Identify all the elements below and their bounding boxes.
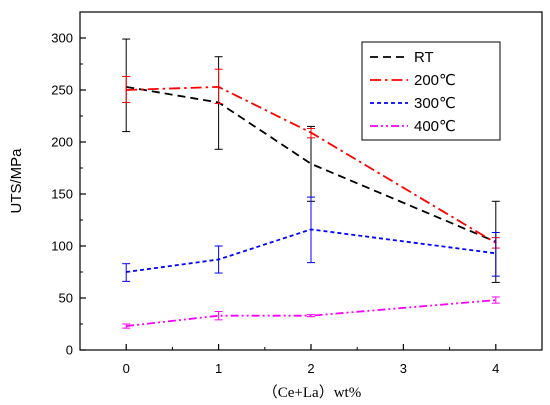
legend-label: 200℃ [414, 72, 456, 89]
legend: RT 200℃ 300℃ 400℃ [361, 41, 501, 141]
legend-label: 400℃ [414, 118, 456, 135]
legend-label: RT [414, 49, 434, 66]
x-tick-label: 2 [307, 361, 314, 376]
series-line [126, 228, 496, 273]
y-tick-label: 250 [51, 83, 73, 98]
x-tick-label: 0 [123, 361, 130, 376]
axes: 0 50 100 150 200 250 300 0 1 2 3 4 [51, 31, 499, 377]
y-tick-label: 50 [59, 291, 73, 306]
x-tick-label: 1 [215, 361, 222, 376]
series-line [126, 85, 497, 244]
series-group-3 [122, 296, 500, 329]
legend-label: 300℃ [414, 95, 456, 112]
x-tick-label: 3 [400, 361, 407, 376]
plot-marks [122, 38, 500, 329]
y-tick-label: 300 [51, 31, 73, 46]
legend-box [361, 41, 501, 141]
y-tick-label: 0 [66, 343, 73, 358]
y-axis-title: UTS/MPa [8, 148, 25, 214]
x-tick-label: 4 [492, 361, 499, 376]
y-tick-label: 150 [51, 187, 73, 202]
series-group-2 [122, 196, 500, 282]
series-line [126, 299, 496, 327]
y-tick-label: 200 [51, 135, 73, 150]
series-group-1 [122, 68, 500, 249]
series-line [126, 86, 497, 243]
x-axis-title: （Ce+La）wt% [263, 384, 361, 401]
y-tick-label: 100 [51, 239, 73, 254]
